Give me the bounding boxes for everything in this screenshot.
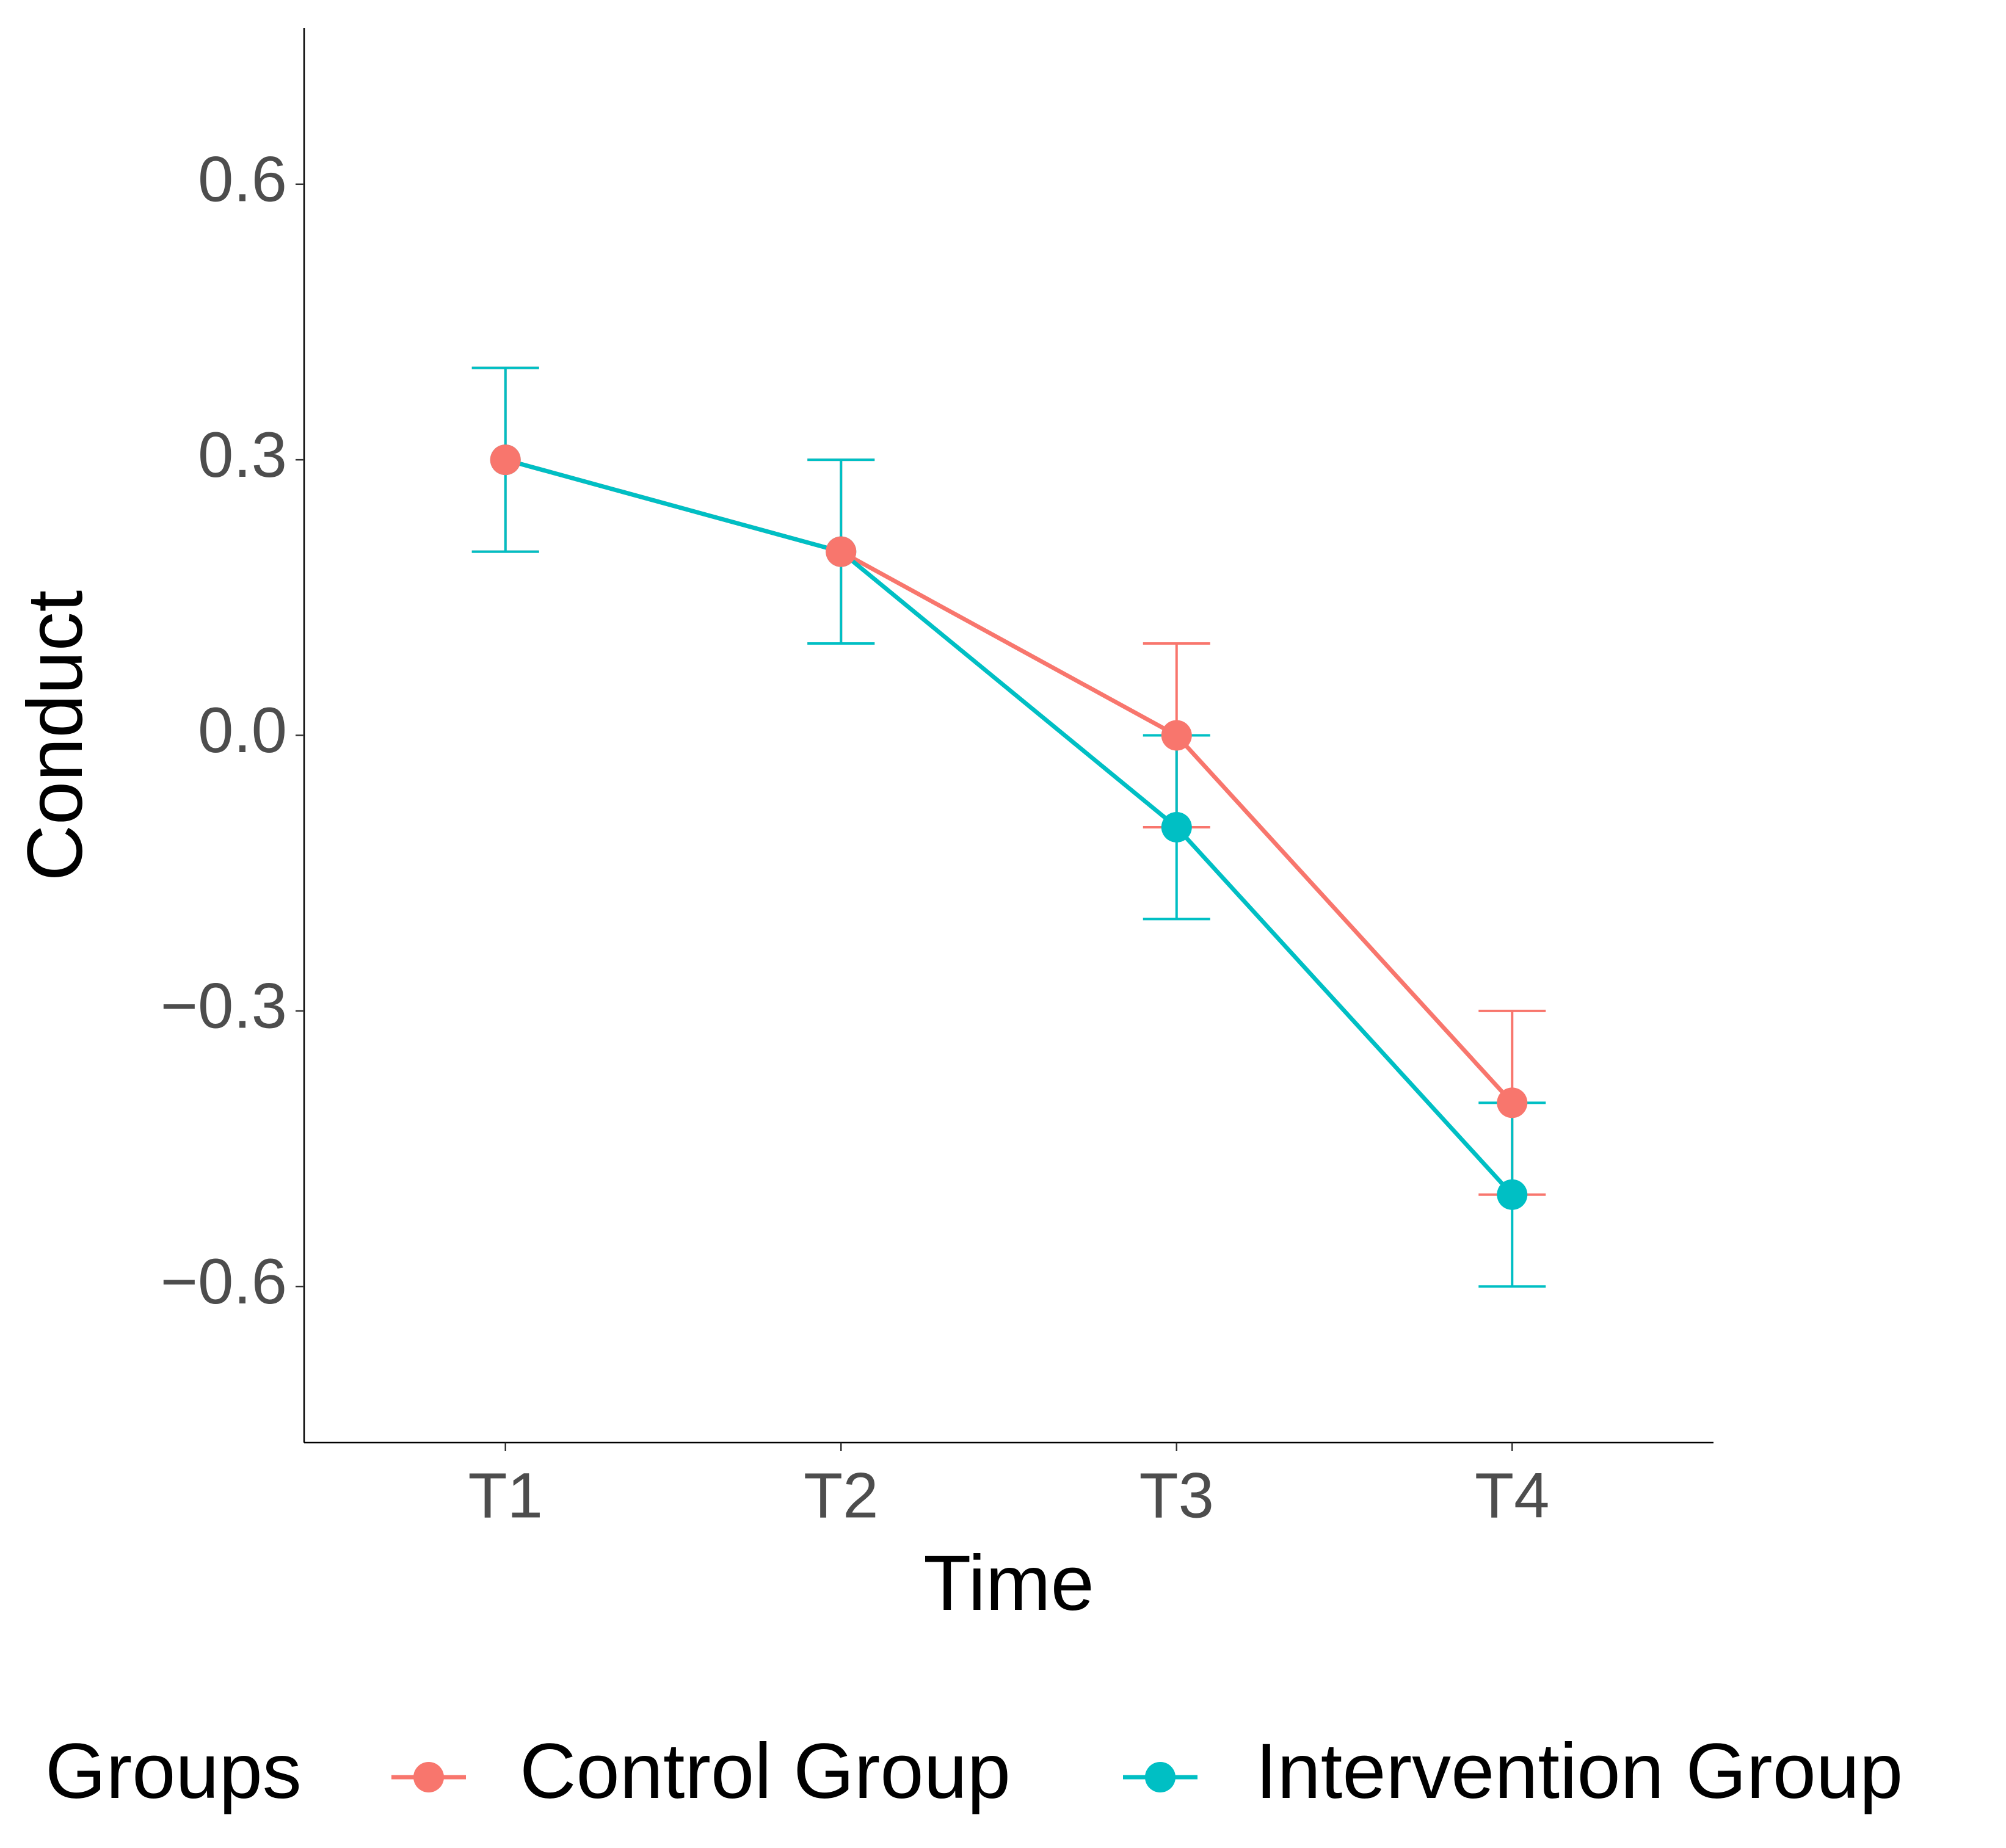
series-line — [504, 457, 1514, 1104]
y-axis-title: Conduct — [12, 590, 99, 882]
x-axis-title: Time — [923, 1540, 1094, 1627]
x-tick-label: T4 — [1475, 1460, 1550, 1532]
legend-key-point — [1145, 1762, 1176, 1792]
legend-key-point — [413, 1762, 444, 1792]
legend-label: Intervention Group — [1256, 1728, 1903, 1815]
x-tick-label: T3 — [1139, 1460, 1214, 1532]
point — [1497, 1087, 1528, 1118]
legend-title: Groups — [45, 1728, 302, 1815]
point — [1497, 1179, 1528, 1210]
y-tick-label: 0.0 — [198, 695, 287, 766]
point — [826, 536, 857, 567]
y-tick-label: −0.3 — [161, 971, 287, 1042]
point — [1161, 811, 1192, 842]
y-tick-label: −0.6 — [161, 1246, 287, 1317]
series-line — [504, 457, 1514, 1197]
legend-label: Control Group — [520, 1728, 1011, 1815]
point — [1161, 720, 1192, 751]
y-tick-label: 0.3 — [198, 419, 287, 491]
point — [490, 444, 521, 476]
y-tick-label: 0.6 — [198, 144, 287, 216]
x-tick-label: T1 — [468, 1460, 543, 1532]
x-tick-label: T2 — [804, 1460, 879, 1532]
